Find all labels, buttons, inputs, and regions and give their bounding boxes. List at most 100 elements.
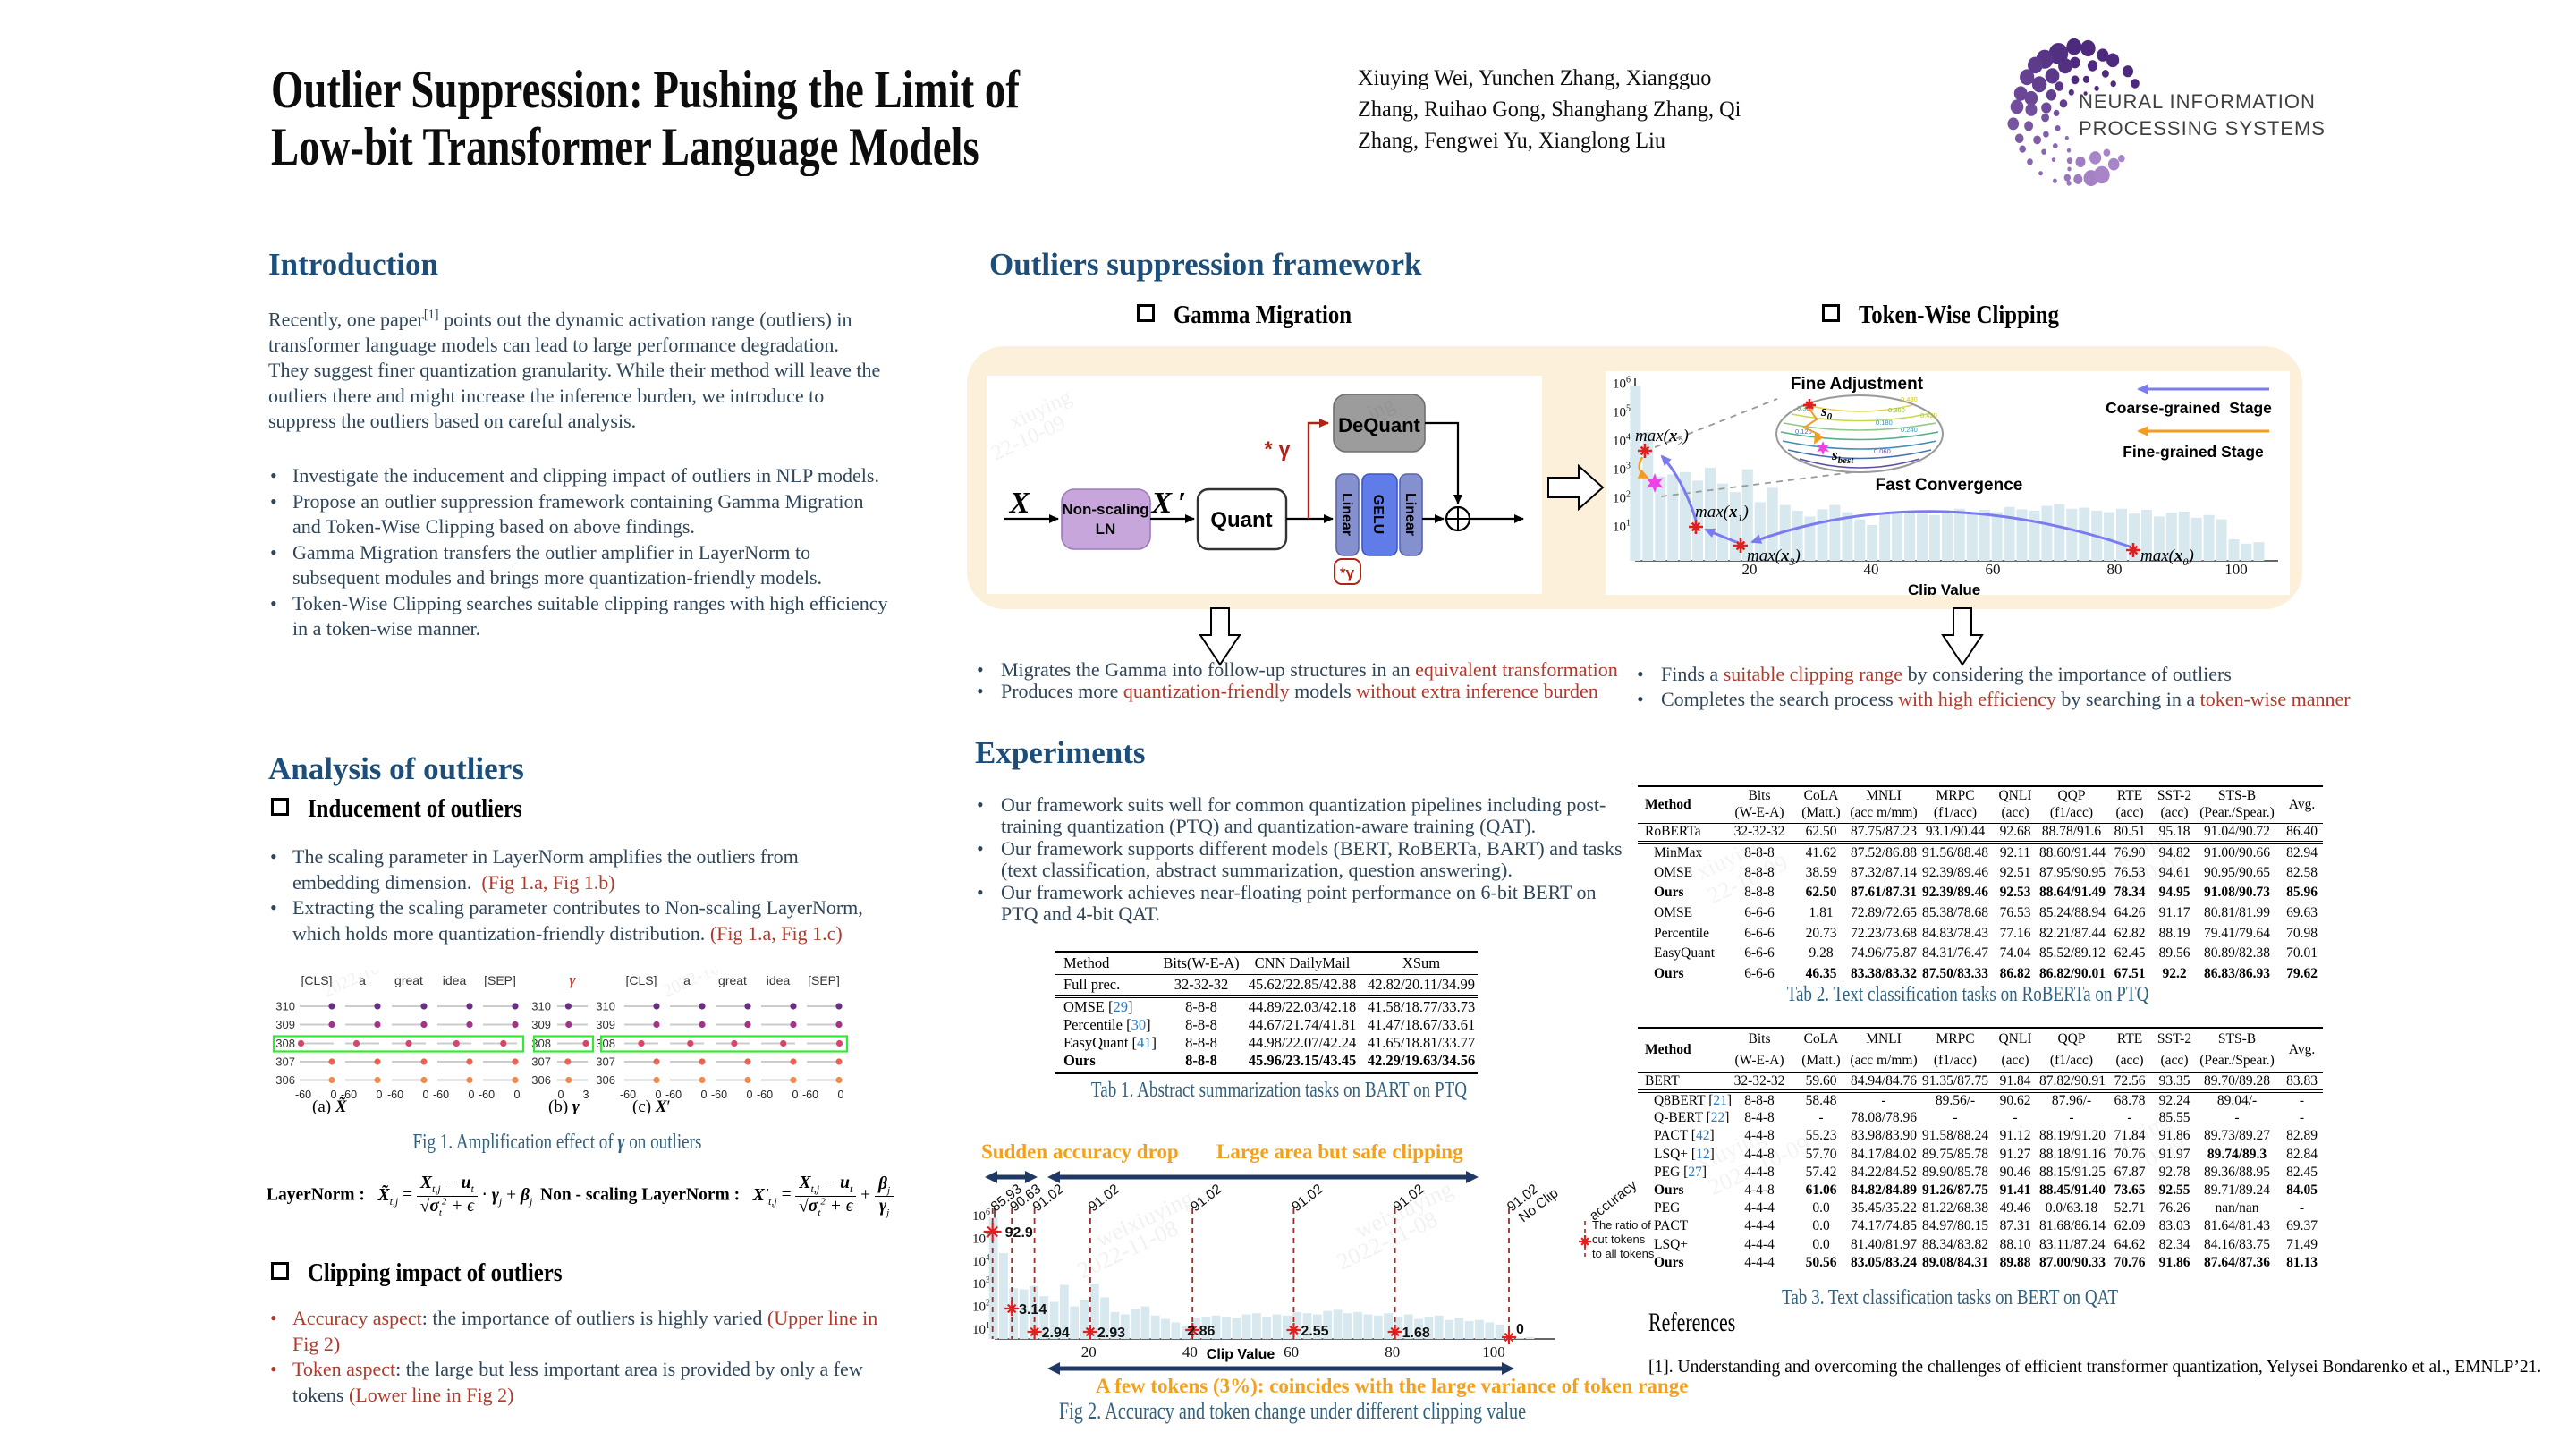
svg-text:γ: γ bbox=[569, 971, 576, 988]
svg-text:Large area but safe clipping: Large area but safe clipping bbox=[1216, 1140, 1463, 1163]
svg-text:0: 0 bbox=[656, 1089, 662, 1101]
svg-text:The ratio of: The ratio of bbox=[1592, 1218, 1651, 1232]
svg-text:309: 309 bbox=[596, 1018, 615, 1031]
svg-text:306: 306 bbox=[275, 1073, 295, 1087]
svg-text:-60: -60 bbox=[295, 1089, 311, 1101]
svg-text:(a) X̃: (a) X̃ bbox=[312, 1097, 348, 1114]
svg-text:0.120: 0.120 bbox=[1795, 428, 1812, 436]
svg-text:104: 104 bbox=[1613, 433, 1631, 449]
svg-text:20: 20 bbox=[1081, 1343, 1097, 1360]
svg-text:A few tokens (3%): coincides w: A few tokens (3%): coincides with the la… bbox=[1096, 1375, 1688, 1397]
svg-text:101: 101 bbox=[972, 1321, 990, 1337]
svg-text:0: 0 bbox=[469, 1089, 475, 1101]
svg-text:308: 308 bbox=[531, 1037, 551, 1050]
svg-text:Linear: Linear bbox=[1339, 493, 1354, 536]
svg-text:PROCESSING SYSTEMS: PROCESSING SYSTEMS bbox=[2079, 117, 2326, 140]
svg-text:[CLS]: [CLS] bbox=[301, 973, 332, 987]
svg-text:Fine Adjustment: Fine Adjustment bbox=[1791, 375, 1924, 394]
svg-text:307: 307 bbox=[596, 1055, 615, 1069]
svg-text:[SEP]: [SEP] bbox=[808, 973, 840, 987]
svg-text:310: 310 bbox=[531, 1000, 551, 1013]
svg-text:2.93: 2.93 bbox=[1097, 1326, 1125, 1341]
svg-text:60: 60 bbox=[1986, 561, 2001, 578]
svg-text:80: 80 bbox=[1385, 1343, 1400, 1360]
svg-text:307: 307 bbox=[531, 1055, 551, 1069]
svg-text:cut tokens: cut tokens bbox=[1592, 1233, 1646, 1246]
svg-text:-60: -60 bbox=[620, 1089, 636, 1101]
svg-text:[SEP]: [SEP] bbox=[484, 973, 516, 987]
svg-text:105: 105 bbox=[1613, 404, 1631, 420]
svg-text:(c) X′: (c) X′ bbox=[632, 1097, 671, 1114]
svg-text:Non-scaling: Non-scaling bbox=[1062, 501, 1148, 518]
svg-text:60: 60 bbox=[1284, 1343, 1299, 1360]
svg-text:3: 3 bbox=[583, 1089, 589, 1101]
svg-text:306: 306 bbox=[596, 1073, 615, 1087]
svg-text:idea: idea bbox=[443, 973, 467, 987]
svg-text:Linear: Linear bbox=[1402, 493, 1418, 536]
svg-text:Clip Value: Clip Value bbox=[1207, 1347, 1275, 1362]
svg-text:40: 40 bbox=[1864, 561, 1879, 578]
svg-text:X: X bbox=[1009, 487, 1031, 520]
svg-text:103: 103 bbox=[972, 1275, 990, 1292]
svg-text:0: 0 bbox=[747, 1089, 753, 1101]
svg-text:306: 306 bbox=[531, 1073, 551, 1087]
svg-text:3.14: 3.14 bbox=[1019, 1302, 1046, 1318]
svg-text:-60: -60 bbox=[665, 1089, 682, 1101]
svg-text:101: 101 bbox=[1613, 519, 1631, 535]
svg-text:a: a bbox=[359, 973, 366, 987]
svg-text:0: 0 bbox=[514, 1089, 521, 1101]
svg-text:DeQuant: DeQuant bbox=[1338, 414, 1420, 436]
svg-text:max(x2): max(x2) bbox=[1635, 427, 1689, 448]
svg-text:0.480: 0.480 bbox=[1901, 395, 1918, 403]
svg-text:idea: idea bbox=[767, 973, 791, 987]
svg-text:Coarse-grained Stage: Coarse-grained Stage bbox=[2106, 399, 2272, 417]
svg-text:308: 308 bbox=[596, 1037, 615, 1050]
svg-text:GELU: GELU bbox=[1370, 495, 1385, 534]
svg-text:102: 102 bbox=[1613, 490, 1631, 506]
svg-text:0.300: 0.300 bbox=[1797, 404, 1814, 412]
svg-text:100: 100 bbox=[1482, 1343, 1505, 1360]
svg-text:80: 80 bbox=[2107, 561, 2123, 578]
svg-text:0: 0 bbox=[331, 1089, 337, 1101]
svg-text:0.360: 0.360 bbox=[1888, 406, 1905, 414]
svg-text:2.94: 2.94 bbox=[1042, 1326, 1070, 1341]
svg-text:NEURAL INFORMATION: NEURAL INFORMATION bbox=[2079, 90, 2316, 113]
svg-text:-60: -60 bbox=[757, 1089, 773, 1101]
svg-text:102: 102 bbox=[972, 1299, 990, 1315]
svg-text:-60: -60 bbox=[433, 1089, 449, 1101]
svg-text:310: 310 bbox=[596, 1000, 615, 1013]
svg-text:0: 0 bbox=[792, 1089, 799, 1101]
svg-text:accuracy: accuracy bbox=[1587, 1177, 1640, 1224]
svg-text:Sudden accuracy drop: Sudden accuracy drop bbox=[981, 1140, 1179, 1163]
svg-text:92.9: 92.9 bbox=[1005, 1225, 1033, 1241]
svg-text:a: a bbox=[683, 973, 691, 987]
svg-text:great: great bbox=[394, 973, 423, 987]
svg-text:0.180: 0.180 bbox=[1876, 419, 1893, 427]
svg-text:91.02: 91.02 bbox=[1086, 1182, 1123, 1215]
svg-text:1.68: 1.68 bbox=[1402, 1326, 1430, 1341]
svg-text:103: 103 bbox=[1613, 462, 1631, 478]
svg-text:0: 0 bbox=[701, 1089, 708, 1101]
svg-text:[CLS]: [CLS] bbox=[625, 973, 657, 987]
svg-text:40: 40 bbox=[1182, 1343, 1198, 1360]
svg-text:0: 0 bbox=[838, 1089, 844, 1101]
svg-text:20: 20 bbox=[1742, 561, 1758, 578]
svg-text:(b) γ: (b) γ bbox=[548, 1097, 580, 1114]
svg-text:308: 308 bbox=[275, 1037, 295, 1050]
svg-text:309: 309 bbox=[275, 1018, 295, 1031]
svg-text:106: 106 bbox=[972, 1208, 990, 1224]
svg-text:0: 0 bbox=[423, 1089, 429, 1101]
svg-text:-60: -60 bbox=[479, 1089, 495, 1101]
svg-text:Fast Convergence: Fast Convergence bbox=[1876, 476, 2023, 495]
svg-text:X ′: X ′ bbox=[1150, 487, 1186, 520]
svg-text:0: 0 bbox=[377, 1089, 383, 1101]
svg-text:309: 309 bbox=[531, 1018, 551, 1031]
svg-text:-60: -60 bbox=[341, 1089, 357, 1101]
svg-text:great: great bbox=[718, 973, 747, 987]
svg-text:Fine-grained Stage: Fine-grained Stage bbox=[2123, 443, 2264, 461]
svg-text:0: 0 bbox=[1516, 1322, 1524, 1337]
svg-text:307: 307 bbox=[275, 1055, 295, 1069]
svg-text:100: 100 bbox=[2224, 561, 2248, 578]
svg-text:* γ: * γ bbox=[1264, 437, 1291, 462]
svg-text:106: 106 bbox=[1613, 376, 1631, 392]
